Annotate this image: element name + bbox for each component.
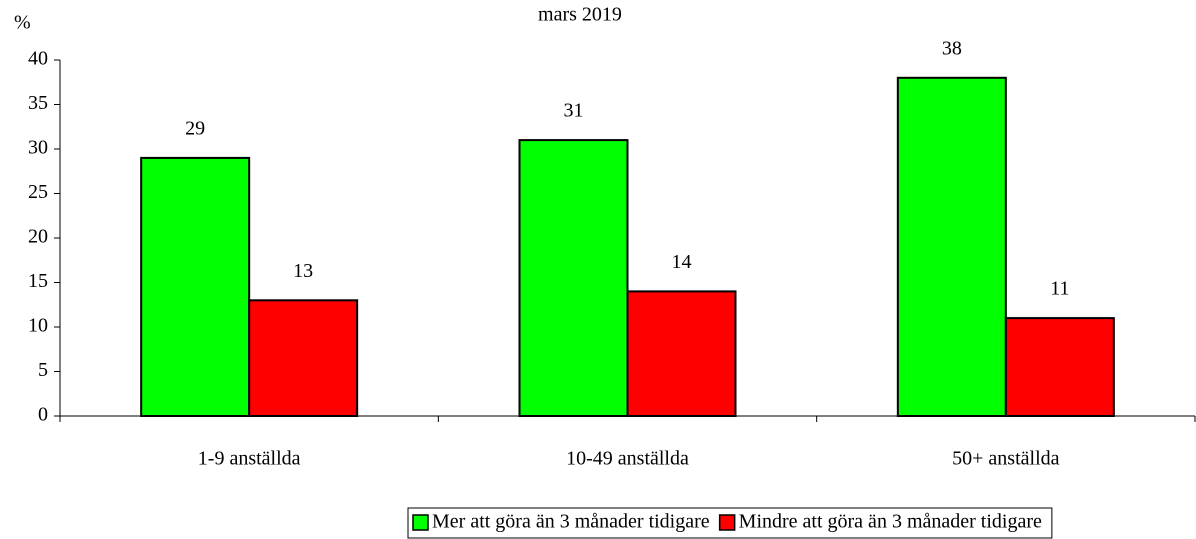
y-tick-label: 10: [28, 315, 48, 337]
y-tick-label: 20: [28, 226, 48, 248]
bar: [248, 299, 359, 417]
bar: [1004, 317, 1115, 418]
bar: [896, 76, 1007, 418]
bar: [518, 139, 629, 417]
data-label: 11: [1050, 278, 1069, 300]
data-label: 38: [942, 37, 962, 59]
x-tick-label: 10-49 anställda: [566, 448, 689, 470]
legend-swatch: [412, 514, 429, 531]
y-tick-label: 30: [28, 137, 48, 159]
x-tick-label: 50+ anställda: [952, 448, 1059, 470]
x-tick-label: 1-9 anställda: [198, 448, 301, 470]
y-axis-label: %: [14, 12, 31, 34]
y-tick-label: 5: [38, 359, 48, 381]
legend-label: Mindre att göra än 3 månader tidigare: [739, 511, 1042, 533]
data-label: 14: [672, 251, 692, 273]
bar: [140, 156, 251, 417]
legend-swatch: [718, 514, 736, 531]
data-label: 29: [185, 117, 205, 139]
y-tick-label: 40: [28, 48, 48, 70]
y-tick-label: 0: [38, 404, 48, 426]
data-label: 13: [293, 260, 313, 282]
bar: [626, 290, 737, 417]
legend-label: Mer att göra än 3 månader tidigare: [432, 511, 710, 533]
y-tick-label: 25: [28, 181, 48, 203]
y-tick-label: 15: [28, 270, 48, 292]
chart-title: mars 2019: [538, 4, 622, 26]
y-tick-label: 35: [28, 92, 48, 114]
data-label: 31: [564, 100, 584, 122]
